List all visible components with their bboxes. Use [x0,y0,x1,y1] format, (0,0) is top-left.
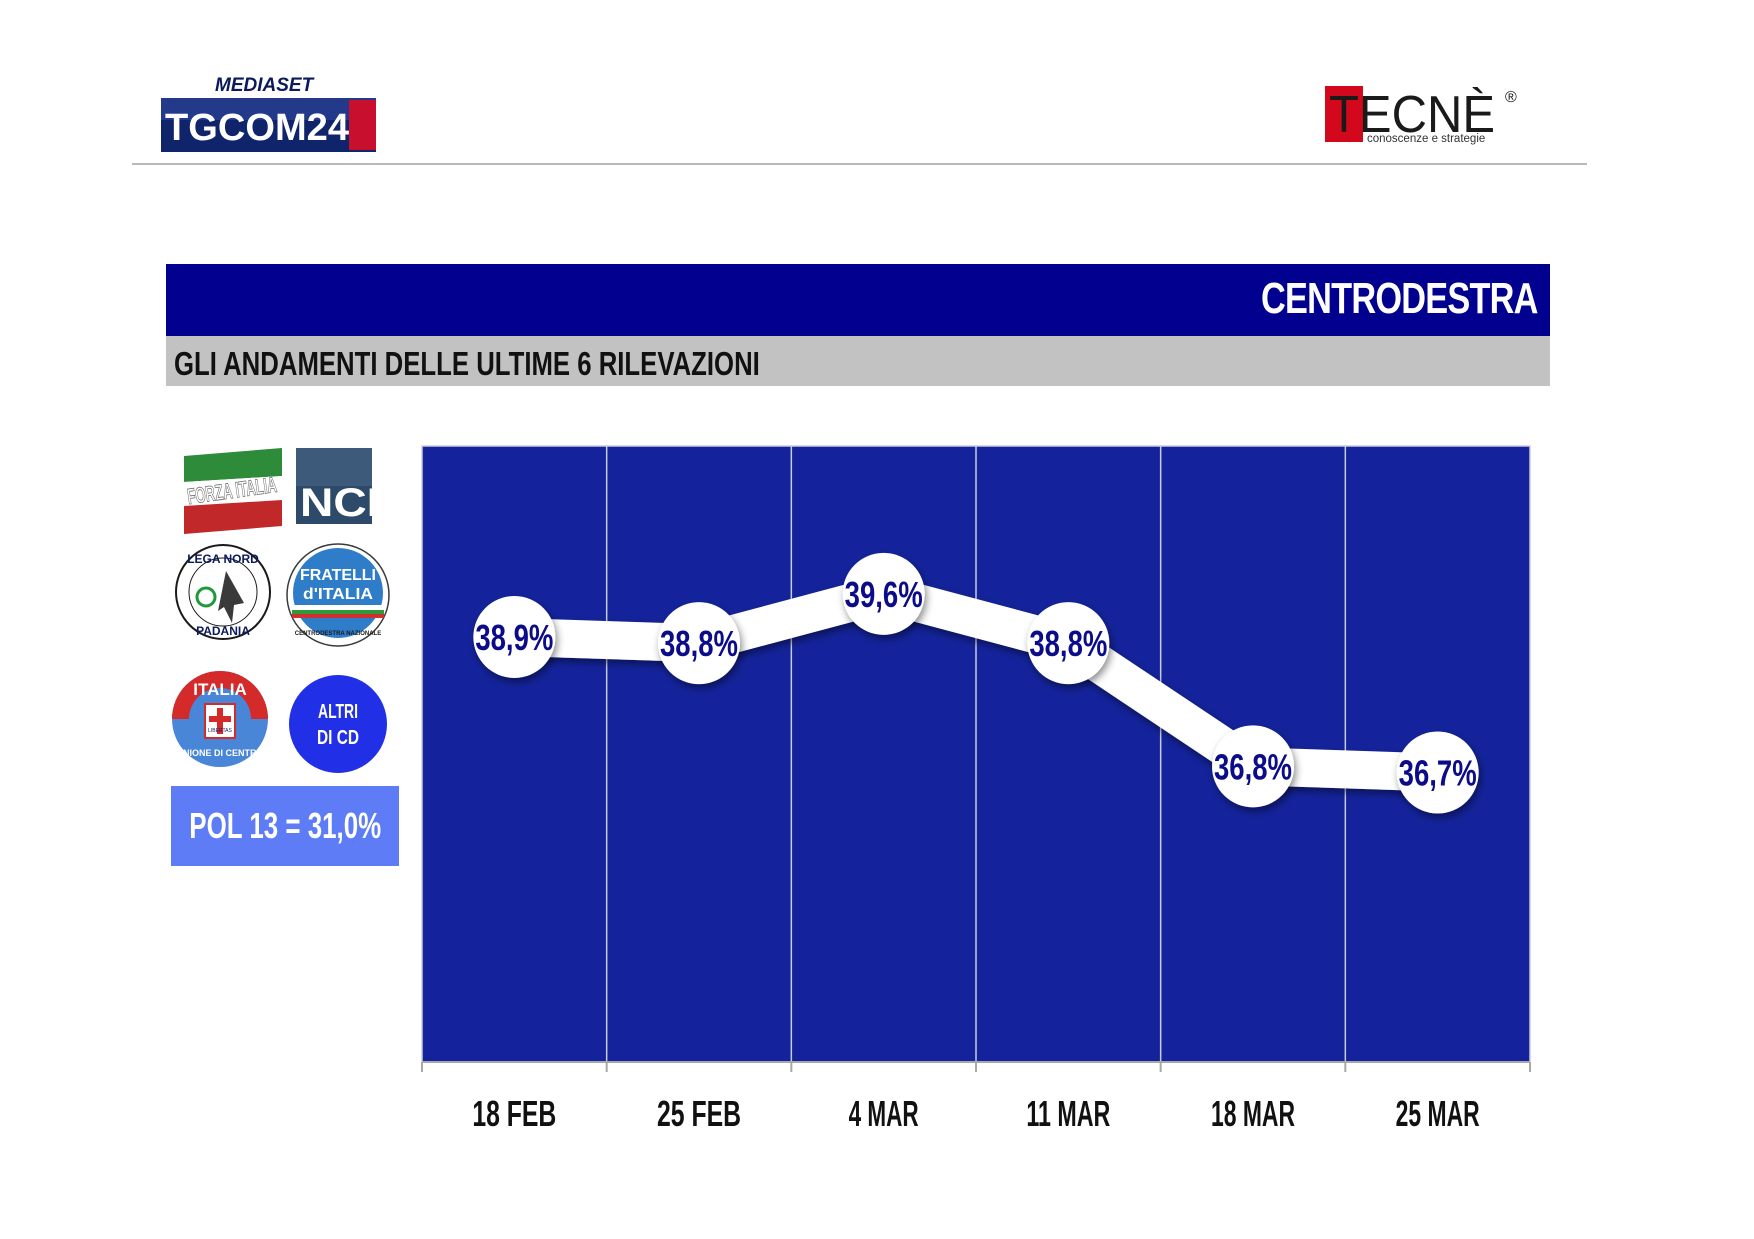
data-label: 36,8% [1214,746,1292,787]
centrodestra-nazionale-text: CENTRODESTRA NAZIONALE [295,631,381,637]
ncd-text: NCD [300,481,400,524]
data-label: 39,6% [845,574,923,615]
x-tick-label: 25 FEB [657,1093,741,1134]
fratelli-ditalia-logo: FRATELLI d'ITALIA CENTRODESTRA NAZIONALE [286,543,390,647]
page-title: CENTRODESTRA [1261,274,1538,323]
di-cd-text: DI CD [317,727,359,749]
data-point [1027,602,1110,685]
ncd-logo: NCD [296,448,400,524]
data-point [658,602,740,685]
x-tick-label: 4 MAR [849,1093,919,1134]
tecne-registered: ® [1505,89,1517,106]
x-tick-label: 18 FEB [472,1093,556,1134]
pol-13-box: POL 13 = 31,0% [171,786,399,866]
ditalia-text: d'ITALIA [303,586,373,603]
udc-italia-text: ITALIA [193,680,247,699]
tecne-tagline: conoscenze e strategie [1367,133,1485,145]
mediaset-text: MEDIASET [215,75,315,96]
tecne-text: TECNÈ [1329,86,1495,144]
tecne-logo: TECNÈ ® conoscenze e strategie [1325,86,1517,145]
tgcom24-logo: MEDIASET TGCOM24 [161,75,376,152]
data-point [473,595,556,678]
lega-nord-text: LEGA NORD [187,552,259,566]
padania-text: PADANIA [196,624,250,638]
altri-di-cd-logo: ALTRI DI CD [289,675,387,773]
x-tick-label: 18 MAR [1211,1093,1295,1134]
data-point [1396,731,1479,814]
altri-text: ALTRI [318,701,358,723]
unione-di-centro-text: UNIONE DI CENTRO [176,748,263,758]
data-label: 36,7% [1399,752,1477,793]
udc-logo: ITALIA LIBERTAS UNIONE DI CENTRO [172,671,268,767]
x-tick-label: 11 MAR [1026,1093,1110,1134]
x-tick-label: 25 MAR [1396,1093,1480,1134]
subtitle-banner: GLI ANDAMENTI DELLE ULTIME 6 RILEVAZIONI [166,336,1550,386]
fratelli-text: FRATELLI [300,567,376,584]
header-divider [132,163,1587,165]
pol-13-label: POL 13 = 31,0% [189,805,381,846]
data-point [1212,725,1294,808]
data-label: 38,9% [475,617,553,658]
libertas-text: LIBERTAS [208,728,232,734]
data-label: 38,8% [660,623,738,664]
title-banner: CENTRODESTRA [166,264,1550,336]
data-label: 38,8% [1029,623,1107,664]
lega-nord-logo: LEGA NORD PADANIA [175,544,271,640]
series-line [495,574,1457,792]
forza-italia-logo: FORZA ITALIA [184,448,282,534]
plot-area [421,445,1531,1063]
tgcom-text: TGCOM24 [165,107,349,149]
data-point [842,552,925,635]
page-subtitle: GLI ANDAMENTI DELLE ULTIME 6 RILEVAZIONI [174,345,760,382]
